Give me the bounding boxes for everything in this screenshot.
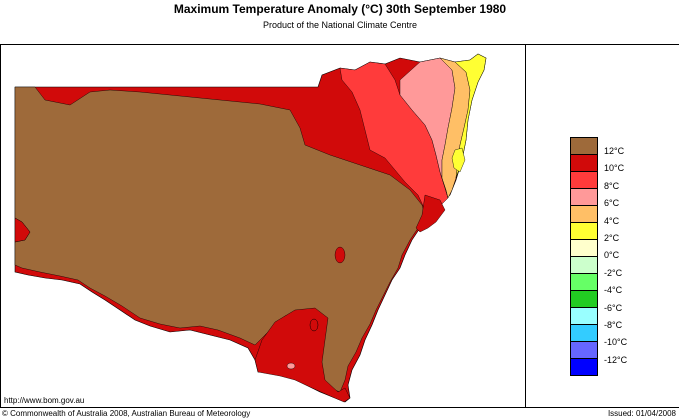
legend-label: 8°C: [604, 180, 620, 191]
legend-swatch: [570, 189, 598, 206]
region-10c-coast: [415, 194, 446, 233]
region-10c-south: [254, 307, 351, 403]
legend-swatch: [570, 223, 598, 240]
legend-swatch: [570, 274, 598, 291]
legend-label: -6°C: [604, 302, 623, 313]
legend-label: 0°C: [604, 250, 620, 261]
legend-label: 12°C: [604, 146, 625, 156]
region-2c-patch: [451, 147, 466, 173]
copyright-notice: © Commonwealth of Australia 2008, Austra…: [2, 409, 251, 418]
region-8c-south-dot: [286, 362, 296, 370]
legend-swatch: [570, 359, 598, 376]
legend-swatch: [570, 342, 598, 359]
map-frame: [0, 44, 679, 408]
legend-labels: 12°C 10°C 8°C 6°C 4°C 2°C 0°C -2°C -4°C -6°C -8°C -…: [604, 143, 627, 369]
legend-label: -8°C: [604, 319, 623, 330]
legend-swatch: [570, 155, 598, 172]
legend-swatches: [570, 137, 598, 376]
legend-label: -2°C: [604, 267, 623, 278]
frame-divider: [525, 44, 526, 407]
legend-swatch: [570, 240, 598, 257]
legend-swatch: [570, 308, 598, 325]
legend-swatch: [570, 137, 598, 155]
legend-label: 6°C: [604, 198, 620, 209]
region-10c-west: [14, 217, 31, 243]
legend-swatch: [570, 172, 598, 189]
legend-swatch: [570, 291, 598, 308]
region-10c-spot: [334, 246, 346, 264]
legend-label: -10°C: [604, 337, 628, 348]
legend-label: 2°C: [604, 232, 620, 243]
legend-swatch: [570, 257, 598, 274]
legend-swatch: [570, 206, 598, 223]
legend-label: -4°C: [604, 285, 623, 296]
legend-label: -12°C: [604, 354, 628, 365]
legend-label: 10°C: [604, 163, 625, 174]
region-10c-south-lake: [309, 318, 319, 332]
map-title: Maximum Temperature Anomaly (°C) 30th Se…: [173, 2, 507, 16]
issued-date: Issued: 01/04/2008: [607, 409, 676, 418]
map-subtitle: Product of the National Climate Centre: [262, 20, 418, 30]
legend-swatch: [570, 325, 598, 342]
source-url[interactable]: http://www.bom.gov.au: [4, 396, 85, 405]
legend-label: 4°C: [604, 215, 620, 226]
